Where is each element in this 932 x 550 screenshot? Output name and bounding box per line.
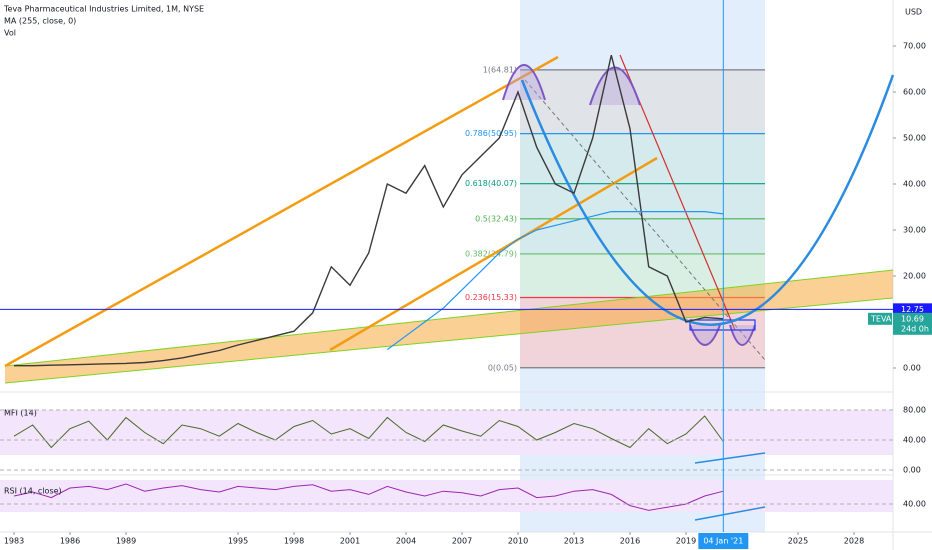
last-price-bg — [893, 312, 932, 335]
divergence-line — [694, 452, 766, 464]
x-tick-label: 2004 — [396, 537, 416, 546]
fib-label: 1(64.81) — [483, 65, 517, 74]
y-tick-label: 20.00 — [903, 271, 926, 280]
y-tick-label: 80.00 — [903, 405, 926, 414]
price-line — [14, 55, 724, 367]
ticker-label: TEVA — [870, 314, 892, 323]
indicator-legend: Vol — [4, 29, 16, 38]
rsi-band — [0, 480, 893, 512]
x-tick-label: 2025 — [788, 537, 808, 546]
trend-line — [329, 156, 658, 352]
channel-line — [4, 269, 894, 367]
fib-label: 0(0.05) — [488, 363, 517, 372]
price-label: 12.75 — [901, 305, 924, 314]
plot — [13, 55, 724, 511]
y-tick-label: 50.00 — [903, 133, 926, 142]
ticker-label-bg — [868, 312, 892, 325]
last-price-label: 10.69 — [901, 314, 924, 323]
x-tick-label: 1989 — [116, 537, 136, 546]
x-tick-label: 2010 — [508, 537, 528, 546]
cup-curve — [520, 74, 895, 326]
countdown-label: 24d 0h — [901, 324, 929, 333]
crosshair-label: 04 Jan '21 — [703, 537, 743, 546]
y-tick-label: 60.00 — [903, 87, 926, 96]
price-line — [386, 211, 724, 351]
fib-label: 0.618(40.07) — [465, 179, 517, 188]
x-tick-label: 1998 — [284, 537, 304, 546]
y-tick-label: 40.00 — [903, 500, 926, 509]
y-tick-label: 30.00 — [903, 225, 926, 234]
x-tick-label: 2028 — [844, 537, 864, 546]
rsi-line — [13, 483, 724, 511]
x-tick-label: 2019 — [676, 537, 696, 546]
mfi-band — [0, 410, 893, 455]
divergence-line — [694, 506, 766, 521]
x-tick-label: 1986 — [60, 537, 80, 546]
mfi-line — [13, 415, 724, 449]
chart-title: Teva Pharmaceutical Industries Limited, … — [3, 5, 204, 14]
dashed-line — [524, 79, 766, 361]
x-tick-label: 1995 — [228, 537, 248, 546]
y-tick-label: 70.00 — [903, 41, 926, 50]
rsi-title: RSI (14, close) — [4, 487, 62, 496]
box — [689, 319, 756, 331]
y-tick-label: 40.00 — [903, 179, 926, 188]
x-tick-label: 2007 — [452, 537, 472, 546]
x-tick-label: 1983 — [4, 537, 24, 546]
fib-label: 0.5(32.43) — [475, 214, 517, 223]
fib-zone — [520, 183, 765, 219]
channel-band — [5, 270, 893, 383]
trend-line — [4, 55, 559, 368]
fib-label: 0.236(15.33) — [465, 293, 517, 302]
mfi-title: MFI (14) — [4, 409, 37, 418]
x-tick-label: 2013 — [564, 537, 584, 546]
channel-line — [4, 297, 894, 384]
y-tick-label: 0.00 — [903, 363, 921, 372]
y-tick-label: 40.00 — [903, 435, 926, 444]
axis-unit: USD — [905, 8, 922, 17]
x-tick-label: 2016 — [620, 537, 640, 546]
y-tick-label: 0.00 — [903, 465, 921, 474]
fib-zone — [520, 69, 765, 134]
price-label-bg — [893, 303, 932, 316]
fib-zone — [520, 133, 765, 184]
x-tick-label: 2001 — [340, 537, 360, 546]
crosshair-label-bg — [698, 533, 749, 549]
indicator-legend: MA (255, close, 0) — [4, 17, 76, 26]
fib-label: 0.382(24.79) — [465, 249, 517, 258]
fib-label: 0.786(50.95) — [465, 129, 517, 138]
